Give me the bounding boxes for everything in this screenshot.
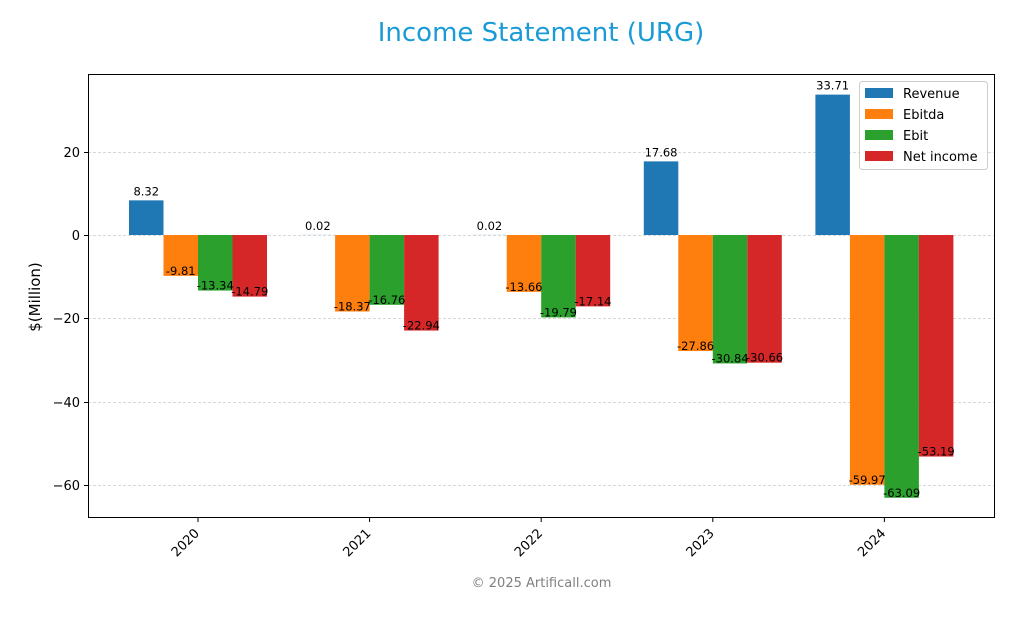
- bar-revenue: [815, 94, 850, 236]
- bar-ebitda: [163, 235, 198, 276]
- legend-box: [859, 81, 988, 170]
- bar-net-income: [404, 235, 439, 331]
- x-axis: 2020 2021 2022 2023 2024: [169, 518, 889, 560]
- x-tick-label: 2020: [169, 526, 203, 560]
- bar-ebitda: [849, 235, 885, 485]
- value-label: -13.34: [197, 279, 234, 293]
- legend-swatch: [865, 151, 893, 161]
- legend-swatch: [865, 88, 893, 98]
- x-tick-label: 2021: [340, 526, 374, 560]
- bar-ebitda: [335, 235, 370, 312]
- value-label: -63.09: [883, 486, 920, 500]
- bar-revenue: [129, 200, 164, 236]
- x-tick-label: 2024: [855, 526, 889, 560]
- bar-ebit: [884, 235, 919, 498]
- bar-ebit: [369, 235, 405, 305]
- bars: [129, 94, 954, 498]
- value-label: -19.79: [540, 305, 577, 319]
- value-labels: 8.32 -9.81-13.34-14.79 0.02 -18.37-16.76 -22…: [133, 79, 954, 500]
- bar-ebit: [712, 235, 748, 364]
- y-axis: 20 0 −20 −40 −60: [53, 146, 88, 494]
- bar-ebit: [198, 235, 233, 291]
- y-tick-label: 0: [72, 229, 80, 244]
- value-label: -9.81: [166, 264, 196, 278]
- value-label: -13.66: [505, 280, 542, 294]
- value-label: 0.02: [477, 219, 503, 233]
- chart-title: Income Statement (URG): [377, 18, 705, 48]
- legend-label: Ebit: [903, 129, 928, 144]
- value-label: -16.76: [368, 293, 405, 307]
- legend-label: Net income: [903, 150, 978, 165]
- y-axis-label: $(Million): [26, 262, 44, 332]
- value-label: -30.66: [746, 351, 783, 365]
- bar-revenue: [643, 161, 679, 236]
- value-label: 33.71: [816, 79, 849, 93]
- value-label: -27.86: [677, 339, 714, 353]
- bar-net-income: [232, 235, 267, 297]
- y-tick-label: −20: [53, 312, 80, 327]
- legend: Revenue Ebitda Ebit Net income: [859, 81, 988, 170]
- legend-label: Ebitda: [903, 108, 944, 123]
- plot-frame: [88, 74, 995, 518]
- y-tick-label: 20: [63, 146, 80, 161]
- x-tick-label: 2023: [684, 526, 718, 560]
- y-tick-label: −60: [53, 479, 80, 494]
- value-label: 0.02: [305, 219, 331, 233]
- value-label: -59.97: [849, 473, 886, 487]
- value-label: -17.14: [574, 294, 611, 308]
- value-label: -53.19: [918, 445, 955, 459]
- bar-net-income: [747, 235, 782, 363]
- bar-ebitda: [678, 235, 713, 352]
- bar-net-income: [918, 235, 954, 457]
- value-label: -14.79: [231, 285, 268, 299]
- legend-label: Revenue: [903, 87, 960, 102]
- bar-ebit: [541, 235, 576, 318]
- value-label: 17.68: [645, 145, 678, 159]
- value-label: -22.94: [403, 319, 440, 333]
- bar-net-income: [575, 235, 611, 307]
- bar-ebitda: [506, 235, 542, 292]
- value-label: -30.84: [712, 351, 749, 365]
- x-tick-label: 2022: [512, 526, 546, 560]
- legend-swatch: [865, 109, 893, 119]
- value-label: -18.37: [334, 300, 371, 314]
- y-tick-label: −40: [53, 396, 80, 411]
- value-label: 8.32: [133, 184, 159, 198]
- footer-copyright: © 2025 Artificall.com: [471, 576, 612, 591]
- legend-swatch: [865, 130, 893, 140]
